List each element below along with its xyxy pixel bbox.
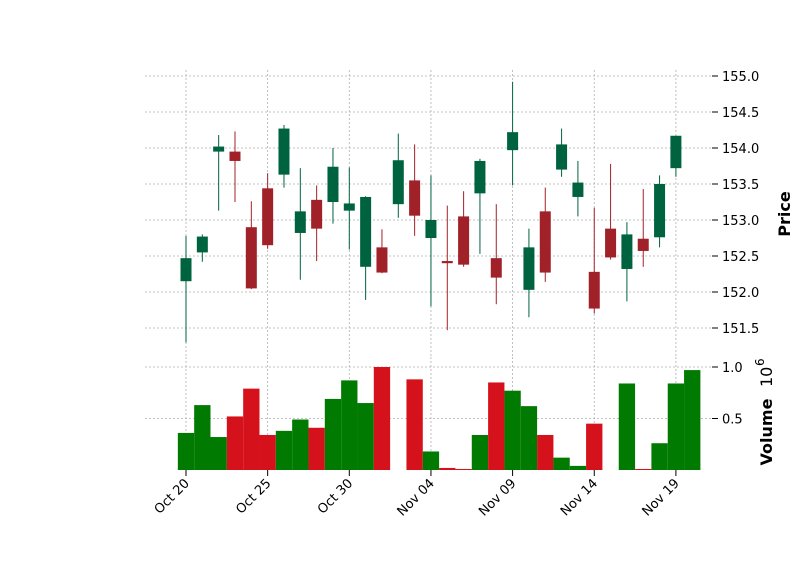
volume-bar [553, 457, 570, 470]
candle-up [392, 160, 404, 205]
x-tick-label: Nov 04 [395, 476, 438, 519]
candle-down [605, 228, 617, 258]
price-tick-label: 154.0 [722, 142, 759, 157]
volume-bar [667, 383, 685, 470]
volume-bar [684, 370, 701, 470]
candle-up [180, 258, 192, 282]
volume-bar [308, 427, 325, 470]
candle-down [490, 258, 502, 278]
volume-bar [373, 367, 391, 470]
volume-bar [635, 468, 652, 470]
volume-bar [194, 405, 211, 470]
candle-up [294, 211, 306, 233]
candle-down [588, 271, 600, 309]
candle-up [556, 144, 568, 170]
volume-bar [341, 380, 358, 470]
candle-down [229, 151, 241, 161]
candle-down [539, 211, 551, 273]
volume-tick-label: 1.0 [722, 361, 743, 376]
volume-bar [292, 419, 309, 470]
x-axis: Oct 20 Oct 25 Oct 30 Nov 04 Nov 09 Nov 14 Nov … [152, 470, 683, 519]
price-axis-label: Price [775, 191, 794, 237]
candle-up [572, 182, 584, 197]
candle-up [278, 128, 290, 175]
x-tick-label: Oct 25 [233, 476, 274, 517]
candle-down [637, 238, 649, 251]
candle-down [409, 180, 421, 216]
price-panel: 151.5 152.0 152.5 153.0 153.5 154.0 154.5 155.0 [145, 70, 759, 357]
volume-bars [177, 367, 701, 470]
volume-bar [243, 388, 260, 470]
volume-bar [537, 434, 554, 470]
volume-bar [569, 465, 587, 470]
price-tick-label: 152.0 [722, 286, 759, 301]
price-tick-label: 155.0 [722, 70, 759, 85]
volume-bar [488, 382, 505, 470]
volume-bar [504, 390, 521, 470]
price-tick-label: 153.0 [722, 214, 759, 229]
volume-multiplier-base: 10 [757, 367, 776, 387]
volume-bar [275, 430, 293, 470]
candle-up [196, 236, 208, 253]
volume-bar [357, 403, 374, 470]
volume-bar [177, 432, 195, 470]
candle-up [474, 160, 486, 194]
volume-bar [226, 416, 244, 470]
candles [180, 81, 682, 343]
x-tick-label: Nov 19 [640, 476, 683, 519]
candle-down [441, 261, 453, 264]
candle-up [327, 166, 339, 202]
volume-bar [455, 468, 472, 470]
candle-up [213, 146, 225, 152]
candle-down [376, 247, 388, 273]
volume-panel: 0.5 1.0 [145, 357, 743, 470]
volume-tick-label: 0.5 [722, 413, 743, 428]
volume-bar [422, 451, 440, 470]
volume-axis: 0.5 1.0 [712, 361, 743, 428]
candle-up [425, 220, 437, 238]
candle-up [507, 132, 519, 151]
candle-down [311, 199, 323, 229]
candle-up [621, 234, 633, 269]
price-tick-label: 152.5 [722, 250, 759, 265]
volume-bar [520, 406, 538, 470]
volume-multiplier: 10 6 [753, 358, 776, 387]
candle-up [360, 196, 372, 267]
volume-bar [618, 383, 636, 470]
volume-multiplier-exponent: 6 [753, 358, 767, 366]
candle-down [262, 188, 274, 246]
x-tick-label: Oct 30 [315, 476, 356, 517]
volume-bar [406, 379, 423, 470]
candle-down [458, 216, 470, 265]
volume-axis-label: Volume [757, 398, 776, 465]
volume-bar [471, 434, 489, 470]
price-grid [145, 70, 712, 357]
candle-up [523, 247, 535, 290]
candle-up [670, 135, 682, 169]
volume-bar [439, 467, 456, 470]
volume-bar [586, 423, 603, 470]
price-axis: 151.5 152.0 152.5 153.0 153.5 154.0 154.5 155.0 [712, 70, 759, 337]
volume-bar [324, 398, 342, 470]
candle-up [343, 203, 355, 211]
x-tick-label: Nov 09 [476, 476, 519, 519]
x-tick-label: Nov 14 [558, 476, 601, 519]
volume-bar [651, 443, 668, 470]
price-tick-label: 153.5 [722, 178, 759, 193]
candle-down [245, 227, 257, 289]
volume-bar [259, 434, 276, 470]
candle-up [654, 184, 666, 238]
x-tick-label: Oct 20 [152, 476, 193, 517]
price-tick-label: 151.5 [722, 322, 759, 337]
price-tick-label: 154.5 [722, 106, 759, 121]
volume-bar [210, 437, 227, 470]
